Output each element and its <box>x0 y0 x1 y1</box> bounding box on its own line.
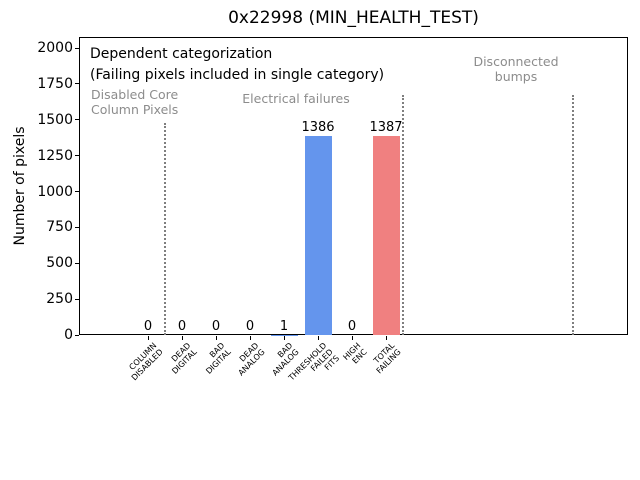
bar <box>372 135 400 335</box>
y-tick-mark <box>75 262 79 264</box>
annotation: Dependent categorization <box>90 46 273 62</box>
x-tick-mark <box>216 336 217 340</box>
x-tick-mark <box>182 336 183 340</box>
y-tick-label: 1500 <box>37 111 73 128</box>
y-tick-label: 1750 <box>37 75 73 92</box>
bar-value-label: 0 <box>245 319 255 334</box>
bar-value-label: 0 <box>347 319 357 334</box>
y-tick-mark <box>75 155 79 157</box>
separator-line <box>572 95 574 335</box>
x-tick-mark <box>284 336 285 340</box>
y-axis-label: Number of pixels <box>12 126 28 246</box>
x-tick-mark <box>318 336 319 340</box>
y-tick-label: 1000 <box>37 183 73 200</box>
bar-value-label: 0 <box>211 319 221 334</box>
y-tick-mark <box>75 83 79 85</box>
separator-line <box>402 95 404 335</box>
bar-value-label: 1386 <box>301 120 335 136</box>
y-tick-label: 1250 <box>37 147 73 164</box>
x-tick-mark <box>148 336 149 340</box>
y-tick-mark <box>75 226 79 228</box>
y-tick-label: 250 <box>46 291 73 308</box>
annotation: Electrical failures <box>242 91 350 106</box>
bar <box>304 136 332 335</box>
bar-value-label: 1 <box>279 318 289 334</box>
chart-title: 0x22998 (MIN_HEALTH_TEST) <box>228 8 479 28</box>
y-tick-mark <box>75 191 79 193</box>
x-tick-mark <box>352 336 353 340</box>
annotation: Disabled Core Column Pixels <box>91 87 179 117</box>
y-tick-label: 500 <box>46 255 73 272</box>
separator-line <box>164 123 166 335</box>
x-tick-mark <box>386 336 387 340</box>
annotation: Disconnected bumps <box>473 54 559 84</box>
bar-value-label: 0 <box>143 319 153 334</box>
y-tick-label: 2000 <box>37 40 73 57</box>
bar-value-label: 1387 <box>369 119 403 135</box>
y-tick-label: 0 <box>64 327 73 343</box>
bar-value-label: 0 <box>177 319 187 334</box>
annotation: (Failing pixels included in single categ… <box>90 67 385 83</box>
y-tick-mark <box>75 334 79 336</box>
x-tick-mark <box>250 336 251 340</box>
y-tick-mark <box>75 119 79 121</box>
y-tick-mark <box>75 47 79 49</box>
plot-area <box>79 37 628 335</box>
y-tick-label: 750 <box>46 219 73 236</box>
y-tick-mark <box>75 298 79 300</box>
